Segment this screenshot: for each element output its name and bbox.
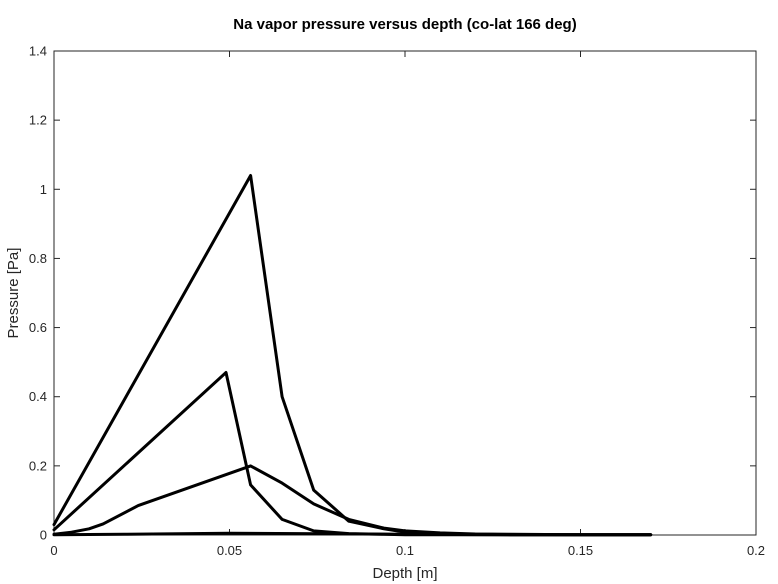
- x-tick-label: 0.05: [217, 543, 242, 558]
- y-tick-label: 1.4: [29, 44, 47, 59]
- x-axis-label: Depth [m]: [372, 565, 437, 582]
- chart-title: Na vapor pressure versus depth (co-lat 1…: [233, 16, 576, 33]
- x-tick-label: 0.15: [568, 543, 593, 558]
- x-tick-labels: 0 0.05 0.1 0.15 0.2: [50, 543, 765, 558]
- y-tick-label: 0.2: [29, 458, 47, 473]
- series-line-4: [52, 531, 653, 537]
- y-tick-labels: 0 0.2 0.4 0.6 0.8 1 1.2 1.4: [29, 44, 47, 543]
- x-tick-label: 0: [50, 543, 57, 558]
- y-tick-label: 0: [40, 528, 47, 543]
- y-tick-label: 0.4: [29, 389, 47, 404]
- series-lines: [52, 174, 653, 537]
- x-tick-label: 0.2: [747, 543, 765, 558]
- y-tick-label: 0.8: [29, 251, 47, 266]
- plot-area: [53, 50, 757, 536]
- y-tick-label: 1: [40, 182, 47, 197]
- y-tick-label: 0.6: [29, 320, 47, 335]
- y-axis-label: Pressure [Pa]: [5, 248, 22, 339]
- y-tick-label: 1.2: [29, 113, 47, 128]
- tick-marks: [53, 50, 757, 536]
- x-tick-label: 0.1: [396, 543, 414, 558]
